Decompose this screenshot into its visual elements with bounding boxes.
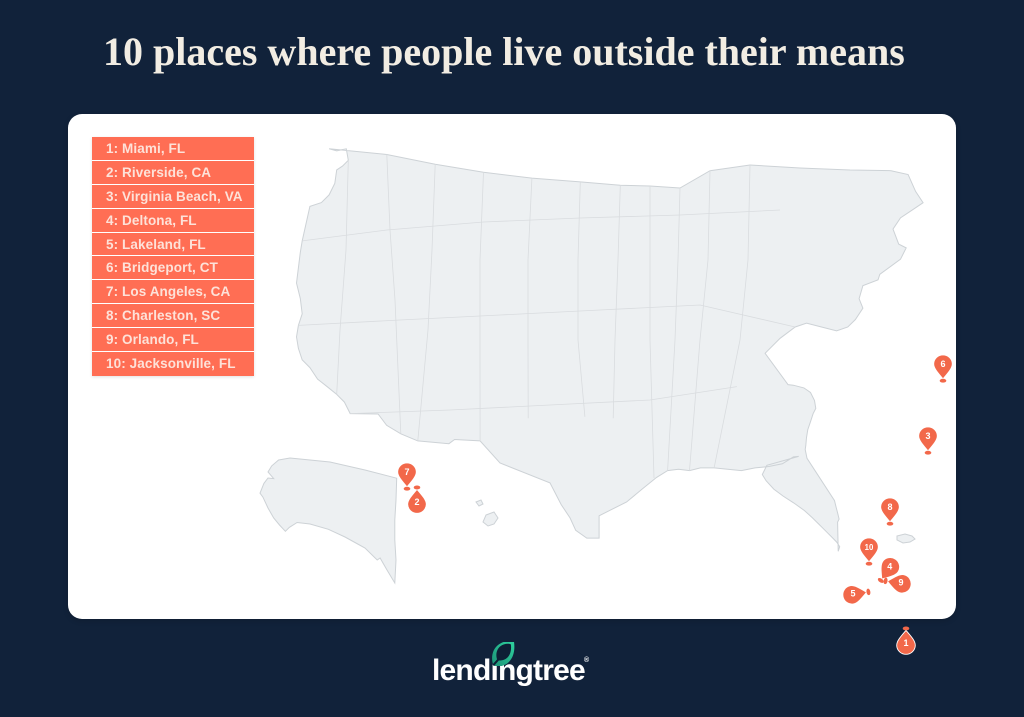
svg-text:®: ® xyxy=(584,656,590,664)
svg-text:6: 6 xyxy=(940,359,945,369)
svg-text:3: 3 xyxy=(925,431,930,441)
svg-text:10: 10 xyxy=(865,543,874,552)
svg-text:2: 2 xyxy=(414,497,419,507)
svg-text:5: 5 xyxy=(851,588,856,598)
svg-text:7: 7 xyxy=(404,467,409,477)
svg-text:1: 1 xyxy=(903,638,908,648)
svg-text:8: 8 xyxy=(887,502,892,512)
svg-text:9: 9 xyxy=(898,577,903,587)
